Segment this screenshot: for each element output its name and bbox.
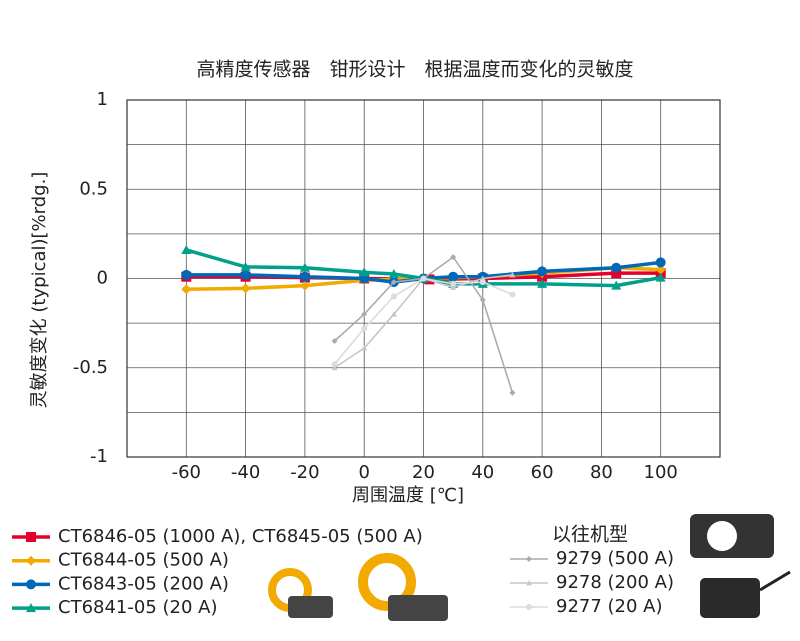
marker bbox=[537, 266, 548, 277]
marker bbox=[388, 269, 399, 279]
marker bbox=[611, 280, 622, 290]
x-tick-label: 80 bbox=[590, 462, 613, 483]
cable bbox=[759, 570, 791, 592]
legend-marker bbox=[26, 579, 36, 590]
legend-label: 9279 (500 A) bbox=[556, 548, 674, 569]
marker bbox=[299, 280, 310, 291]
marker bbox=[479, 279, 486, 286]
marker bbox=[390, 311, 397, 317]
clamp-image bbox=[707, 521, 737, 551]
marker bbox=[655, 264, 666, 275]
legend-marker bbox=[26, 603, 36, 613]
marker bbox=[537, 278, 548, 288]
marker bbox=[448, 271, 459, 282]
marker bbox=[181, 284, 192, 295]
marker bbox=[361, 325, 368, 332]
x-tick-label: 20 bbox=[412, 462, 435, 483]
marker bbox=[420, 275, 427, 282]
marker bbox=[450, 280, 457, 287]
legend-label: CT6844-05 (500 A) bbox=[58, 550, 229, 571]
legend-label: CT6843-05 (200 A) bbox=[58, 573, 229, 594]
legend-marker bbox=[526, 556, 532, 562]
legend-title: 以往机型 bbox=[552, 524, 628, 546]
marker bbox=[331, 361, 338, 368]
legend-label: 9277 (20 A) bbox=[556, 596, 663, 617]
marker bbox=[331, 364, 338, 371]
legend-marker bbox=[526, 580, 532, 586]
legend-label: 9278 (200 A) bbox=[556, 572, 674, 593]
marker bbox=[611, 268, 622, 279]
clamp-image bbox=[358, 553, 416, 611]
legend-marker bbox=[526, 604, 532, 610]
plot-frame bbox=[126, 99, 721, 458]
x-tick-label: 100 bbox=[644, 462, 678, 483]
marker bbox=[479, 296, 486, 303]
y-tick-label: -0.5 bbox=[73, 357, 108, 378]
marker bbox=[181, 269, 192, 280]
y-tick-label: 0 bbox=[97, 268, 108, 289]
marker bbox=[331, 337, 338, 344]
marker bbox=[361, 345, 368, 351]
marker bbox=[509, 291, 516, 298]
x-tick-label: -60 bbox=[172, 462, 201, 483]
legend-marker bbox=[26, 532, 36, 542]
x-axis-label: 周围温度 [℃] bbox=[352, 485, 464, 506]
marker bbox=[655, 257, 666, 268]
y-axis-label: 灵敏度变化 (typical)[%rdg.] bbox=[29, 172, 50, 409]
legend-label: CT6846-05 (1000 A), CT6845-05 (500 A) bbox=[58, 526, 423, 547]
x-tick-label: 0 bbox=[358, 462, 369, 483]
marker bbox=[361, 311, 368, 318]
marker bbox=[509, 389, 516, 396]
x-tick-label: -40 bbox=[231, 462, 260, 483]
clamp-image bbox=[388, 595, 448, 621]
x-tick-label: 40 bbox=[471, 462, 494, 483]
marker bbox=[450, 284, 457, 290]
marker bbox=[611, 262, 622, 273]
y-tick-label: 1 bbox=[97, 89, 108, 110]
marker bbox=[240, 283, 251, 294]
marker bbox=[359, 267, 370, 277]
marker bbox=[240, 269, 251, 280]
marker bbox=[655, 272, 666, 282]
marker bbox=[390, 279, 397, 286]
y-tick-label: 0.5 bbox=[79, 178, 108, 199]
x-tick-label: 60 bbox=[531, 462, 554, 483]
marker bbox=[299, 271, 310, 282]
clamp-image bbox=[700, 578, 760, 618]
x-tick-label: -20 bbox=[290, 462, 319, 483]
chart-title: 高精度传感器 钳形设计 根据温度而变化的灵敏度 bbox=[196, 59, 633, 81]
y-tick-label: -1 bbox=[90, 446, 108, 467]
marker bbox=[240, 261, 251, 271]
marker bbox=[450, 254, 457, 261]
product-images bbox=[268, 514, 791, 621]
marker bbox=[509, 271, 516, 278]
marker bbox=[390, 293, 397, 300]
marker bbox=[299, 262, 310, 272]
marker bbox=[181, 244, 192, 254]
clamp-image bbox=[288, 596, 333, 618]
legend-marker bbox=[26, 555, 36, 566]
legend-label: CT6841-05 (20 A) bbox=[58, 597, 217, 618]
